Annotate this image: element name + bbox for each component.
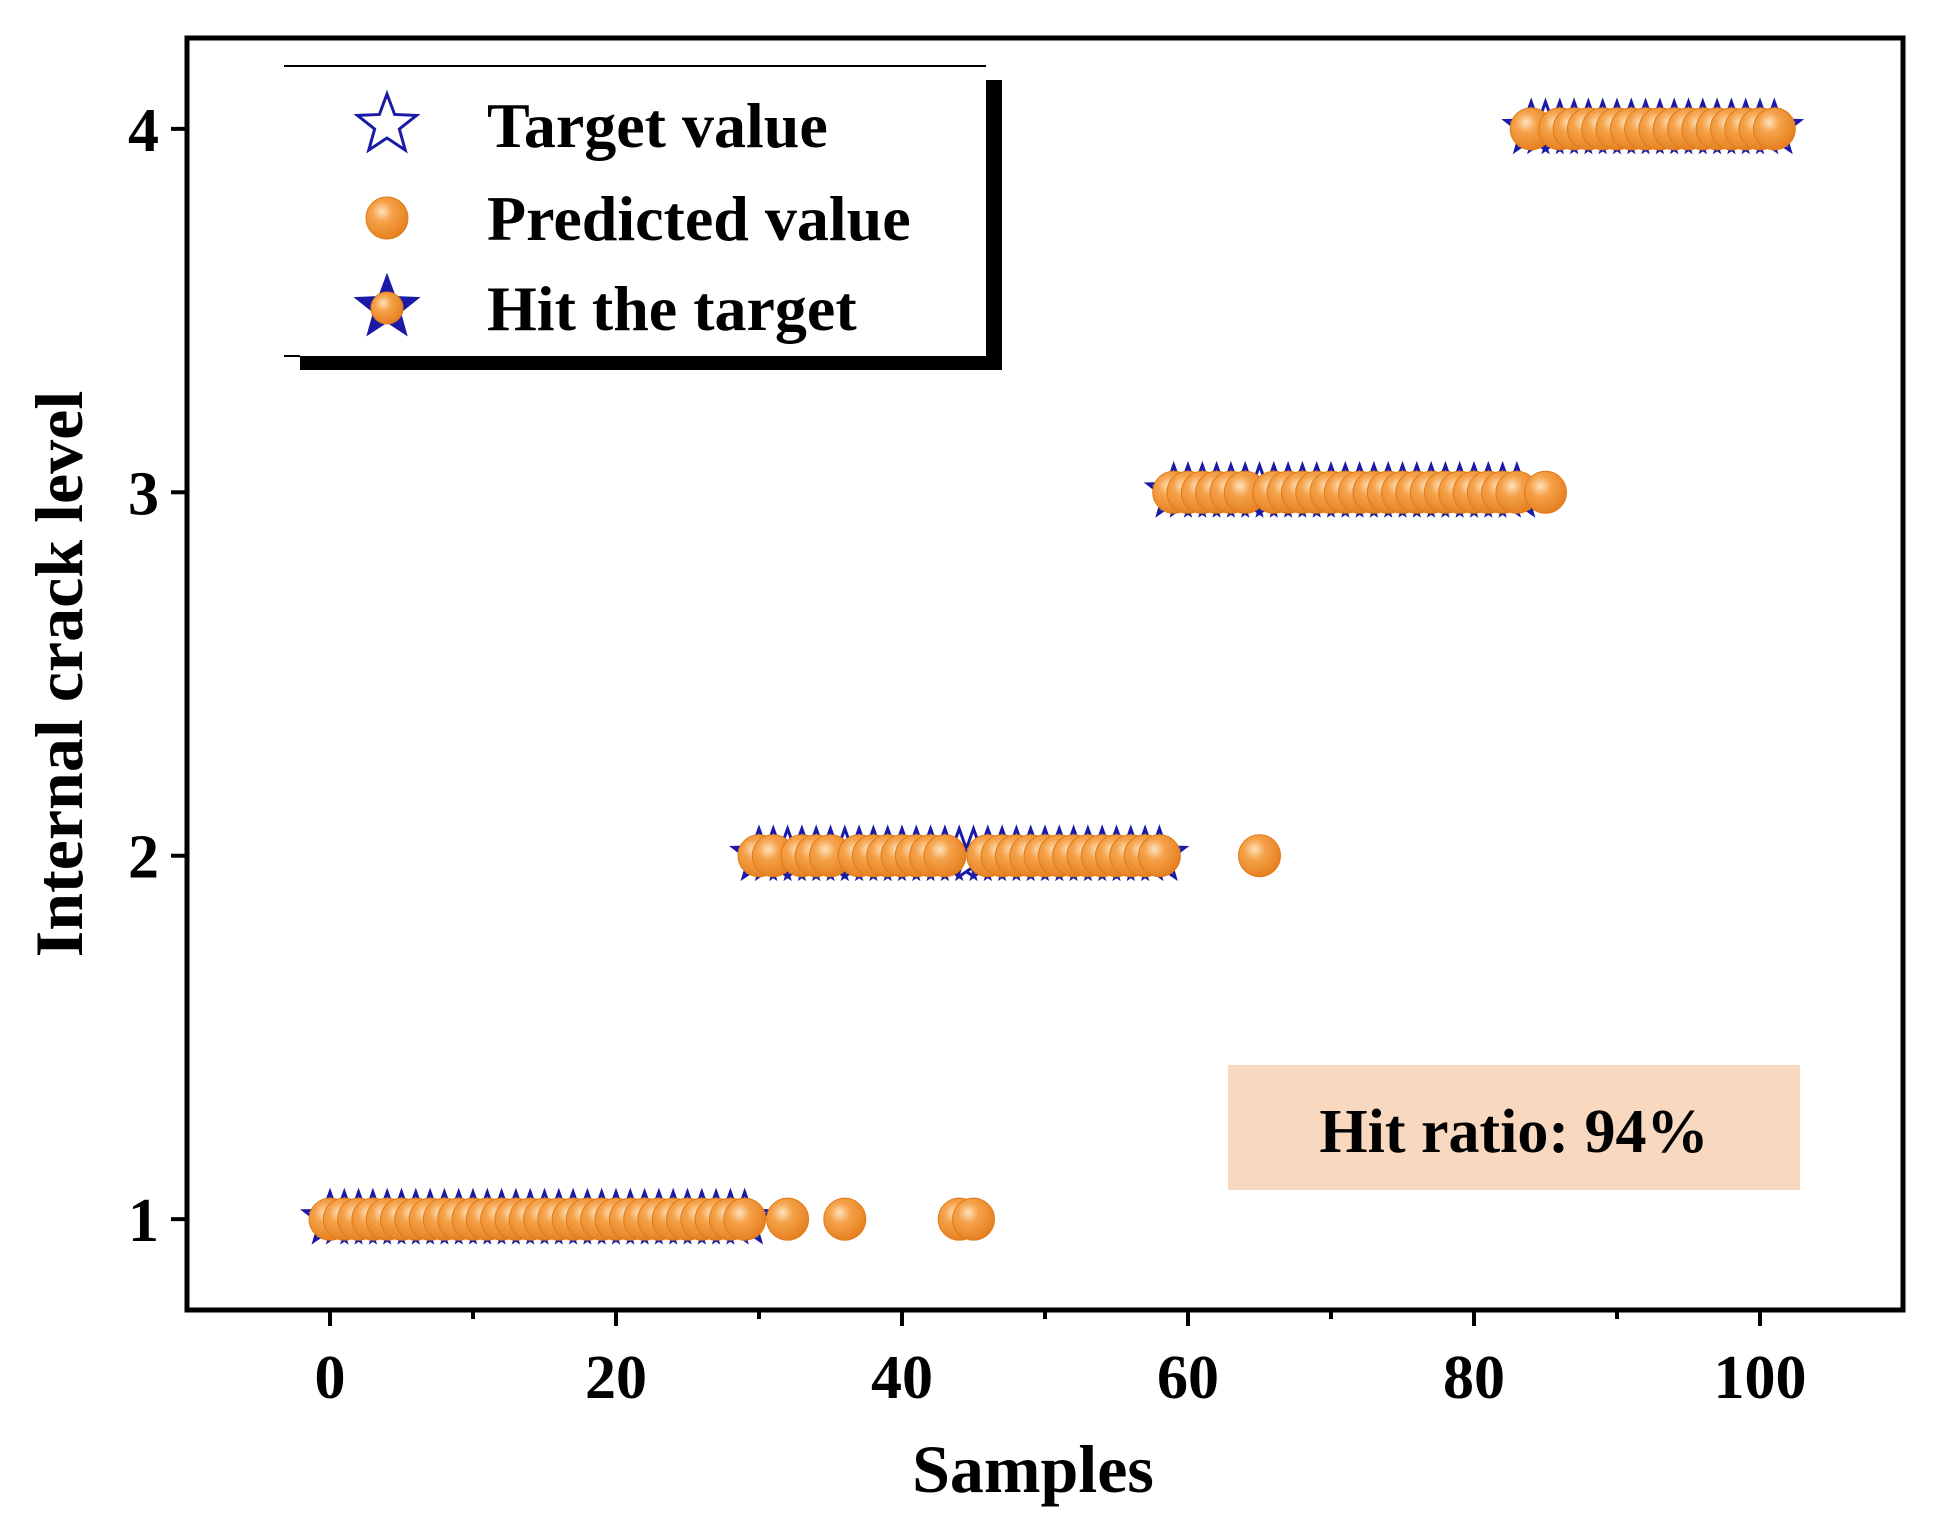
predicted-point <box>1524 470 1567 514</box>
legend-label: Target value <box>487 90 828 161</box>
annotation-text: Hit ratio: 94% <box>1319 1098 1708 1166</box>
target-star-icon <box>353 89 421 154</box>
x-axis-title: Samples <box>912 1431 1154 1507</box>
x-axis: 0 20 40 60 80 100 <box>315 1310 1807 1412</box>
x-tick-label: 0 <box>315 1344 346 1412</box>
hit-ratio-annotation: Hit ratio: 94% <box>1228 1065 1800 1190</box>
predicted-point <box>723 1197 767 1241</box>
legend-label: Predicted value <box>487 183 911 254</box>
y-tick-label: 3 <box>128 460 159 528</box>
annotation-background <box>1228 1065 1800 1190</box>
predicted-ball-icon <box>365 196 409 240</box>
x-tick-label: 40 <box>871 1344 933 1412</box>
y-tick-label: 4 <box>128 97 159 165</box>
legend-item: Predicted value <box>365 183 911 254</box>
predicted-point <box>1137 834 1181 878</box>
predicted-point <box>952 1197 995 1241</box>
predicted-value-series <box>308 107 1796 1241</box>
y-axis-title: Internal crack level <box>21 391 97 958</box>
legend: Target value Predicted value Hit the targe… <box>284 65 1002 370</box>
x-tick-label: 60 <box>1157 1344 1219 1412</box>
x-tick-label: 80 <box>1443 1344 1505 1412</box>
predicted-point <box>923 834 967 878</box>
legend-item: Target value <box>353 89 828 161</box>
y-tick-label: 2 <box>128 824 159 892</box>
predicted-point <box>823 1197 867 1241</box>
y-tick-label: 1 <box>128 1187 159 1255</box>
legend-item: Hit the target <box>353 272 857 344</box>
x-tick-label: 20 <box>585 1344 647 1412</box>
legend-label: Hit the target <box>487 273 857 344</box>
predicted-point <box>1238 834 1281 878</box>
predicted-point <box>766 1197 810 1241</box>
predicted-ball-icon <box>370 291 404 325</box>
predicted-point <box>1752 107 1796 151</box>
x-tick-label: 100 <box>1714 1344 1807 1412</box>
y-axis: 1 2 3 4 <box>128 97 187 1255</box>
